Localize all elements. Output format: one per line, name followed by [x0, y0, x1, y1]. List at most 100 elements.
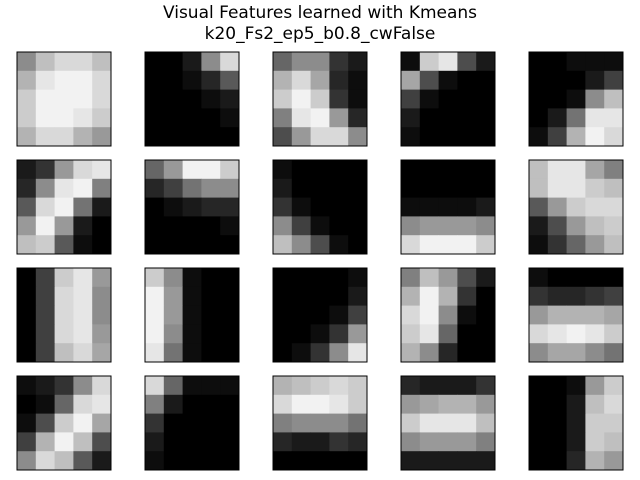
- patch-pixel: [529, 197, 549, 217]
- patch-pixel: [476, 127, 496, 147]
- patch-pixel: [92, 197, 112, 217]
- patch-pixel: [145, 216, 165, 236]
- patch-pixel: [547, 413, 567, 433]
- patch-pixel: [310, 305, 330, 325]
- patch-pixel: [291, 216, 311, 236]
- patch-pixel: [566, 324, 586, 344]
- patch-pixel: [35, 413, 55, 433]
- patch-pixel: [92, 413, 112, 433]
- patch-pixel: [419, 451, 439, 471]
- patch-pixel: [457, 343, 477, 363]
- patch-pixel: [145, 127, 165, 147]
- patch-pixel: [566, 127, 586, 147]
- patch-pixel: [604, 451, 624, 471]
- patch-pixel: [348, 324, 368, 344]
- patch-pixel: [145, 89, 165, 109]
- patch-pixel: [73, 268, 93, 288]
- patch-pixel: [401, 127, 421, 147]
- patch-pixel: [17, 52, 37, 72]
- patch-pixel: [54, 376, 74, 396]
- patch-pixel: [182, 108, 202, 128]
- patch-frame: [272, 375, 368, 471]
- patch-pixel: [585, 376, 605, 396]
- patch-pixel: [73, 305, 93, 325]
- patch-pixel: [73, 52, 93, 72]
- patch-pixel: [419, 178, 439, 198]
- patch-pixel: [201, 413, 221, 433]
- patch-pixel: [476, 197, 496, 217]
- patch-pixel: [73, 108, 93, 128]
- patch-pixel: [329, 305, 349, 325]
- patch-pixel: [35, 52, 55, 72]
- patch-pixel: [438, 52, 458, 72]
- patch-pixel: [457, 127, 477, 147]
- patch-pixel: [163, 451, 183, 471]
- patch-pixel: [17, 89, 37, 109]
- patch-pixel: [566, 394, 586, 414]
- patch-pixel: [54, 235, 74, 255]
- patch-pixel: [566, 413, 586, 433]
- patch-pixel: [182, 432, 202, 452]
- feature-patch-13: [272, 267, 368, 363]
- patch-pixel: [73, 235, 93, 255]
- patch-pixel: [529, 89, 549, 109]
- patch-pixel: [145, 413, 165, 433]
- patch-pixel: [438, 376, 458, 396]
- patch-pixel: [348, 413, 368, 433]
- patch-pixel: [54, 432, 74, 452]
- patch-pixel: [529, 268, 549, 288]
- patch-pixel: [182, 160, 202, 180]
- patch-pixel: [54, 216, 74, 236]
- patch-pixel: [604, 70, 624, 90]
- patch-pixel: [182, 70, 202, 90]
- patch-pixel: [310, 343, 330, 363]
- patch-pixel: [35, 216, 55, 236]
- patch-pixel: [92, 376, 112, 396]
- feature-patch-20: [528, 375, 624, 471]
- patch-pixel: [54, 127, 74, 147]
- patch-pixel: [348, 268, 368, 288]
- patch-pixel: [438, 268, 458, 288]
- patch-pixel: [329, 286, 349, 306]
- patch-pixel: [566, 376, 586, 396]
- patch-pixel: [547, 89, 567, 109]
- patch-pixel: [92, 451, 112, 471]
- patch-pixel: [585, 286, 605, 306]
- patch-pixel: [566, 89, 586, 109]
- patch-pixel: [201, 268, 221, 288]
- patch-pixel: [329, 432, 349, 452]
- patch-pixel: [585, 268, 605, 288]
- patch-pixel: [310, 413, 330, 433]
- patch-pixel: [438, 413, 458, 433]
- patch-pixel: [220, 376, 240, 396]
- patch-pixel: [348, 178, 368, 198]
- patch-pixel: [273, 343, 293, 363]
- patch-pixel: [273, 305, 293, 325]
- patch-pixel: [17, 343, 37, 363]
- patch-pixel: [329, 343, 349, 363]
- patch-pixel: [401, 432, 421, 452]
- patch-pixel: [547, 268, 567, 288]
- patch-pixel: [310, 376, 330, 396]
- patch-pixel: [547, 324, 567, 344]
- patch-pixel: [92, 108, 112, 128]
- patch-pixel: [529, 343, 549, 363]
- feature-patch-5: [528, 51, 624, 147]
- patch-pixel: [17, 413, 37, 433]
- patch-pixel: [145, 286, 165, 306]
- patch-pixel: [273, 286, 293, 306]
- patch-pixel: [547, 52, 567, 72]
- patch-pixel: [476, 268, 496, 288]
- patch-pixel: [35, 108, 55, 128]
- patch-pixel: [419, 52, 439, 72]
- patch-pixel: [145, 235, 165, 255]
- patch-pixel: [92, 89, 112, 109]
- patch-pixel: [604, 305, 624, 325]
- patch-frame: [16, 267, 112, 363]
- patch-pixel: [182, 89, 202, 109]
- patch-pixel: [476, 235, 496, 255]
- patch-frame: [528, 51, 624, 147]
- patch-pixel: [419, 216, 439, 236]
- patch-pixel: [182, 235, 202, 255]
- patch-pixel: [547, 70, 567, 90]
